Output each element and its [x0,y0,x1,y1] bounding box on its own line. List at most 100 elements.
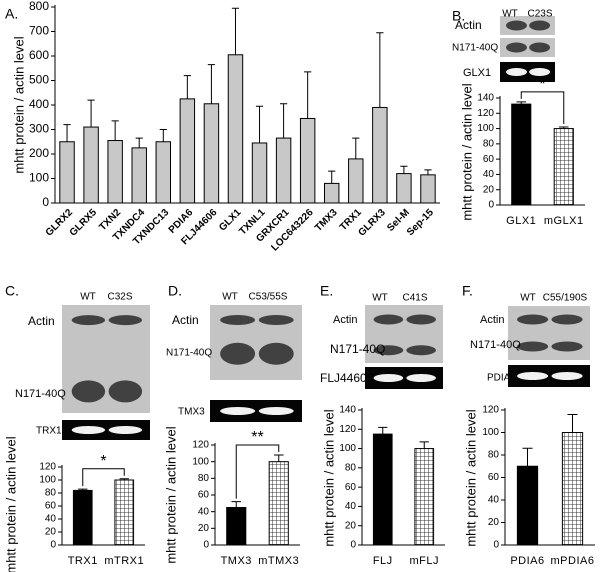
bar [561,432,584,546]
bar [131,147,147,204]
y-tick-label: 0 [488,200,494,211]
lane-label: C32S [107,292,132,303]
error-bar [273,454,284,462]
x-tick-label: FLJ [373,555,393,567]
blot-row-label: GLX1 [463,67,491,79]
blot-row-label: FLJ44606 [320,371,374,385]
y-tick-label: 40 [345,501,357,512]
x-tick-label: TRX1 [68,555,98,567]
panel-label: B. [452,8,465,24]
y-tick-label: 60 [45,501,57,512]
x-tick-label: mTRX1 [104,555,144,567]
y-tick-label: 20 [198,523,210,534]
blot-band [529,68,551,76]
bar [72,489,93,546]
y-tick-label: 100 [477,123,494,134]
error-bar [558,126,569,129]
error-bar [231,7,240,55]
y-tick-label: 400 [29,97,49,111]
lane-label: WT [80,292,96,303]
blot-row-label: Actin [333,314,357,326]
blot [508,306,590,360]
bar [396,173,412,204]
error-bar [516,101,527,105]
y-tick-label: 700 [29,24,49,38]
blot-row-label: PDIA6 [487,373,516,384]
y-tick-label: 300 [29,122,49,136]
blot-band [506,42,527,53]
significance-bracket [520,91,565,125]
panel-label: E. [320,283,333,299]
y-tick-label: 100 [39,475,56,486]
y-tick-label: 0 [350,540,356,551]
y-tick-label: 100 [192,456,209,467]
y-tick-label: 140 [339,405,356,416]
bar [414,448,435,546]
y-tick-label: 120 [39,462,56,473]
x-tick-label: PDIA6 [510,555,544,567]
error-bar [419,441,429,449]
bar [372,433,393,546]
blot [500,62,555,82]
blot-band [108,426,143,434]
blot-band [517,314,549,325]
blot-row-label: N171-40Q [470,339,521,351]
bar [155,141,171,204]
lane-label: C23S [527,9,552,20]
y-tick-label: 60 [198,490,210,501]
blot-row-label: N171-40Q [166,348,212,359]
bar [420,174,436,204]
lane-label: C53/55S [249,292,288,303]
panel-label: F. [462,283,473,299]
error-bar [304,71,312,119]
y-tick-label: 0 [42,195,49,209]
error-bar [183,75,191,99]
bar [324,182,340,204]
blot-band [71,380,106,403]
y-tick-label: 80 [45,488,57,499]
y-tick-label: 0 [203,540,209,551]
blot-band [373,374,404,382]
y-tick-label: 100 [482,427,499,438]
blot-band [517,341,549,352]
y-tick-label: 40 [45,514,57,525]
error-bar [522,447,533,467]
x-tick-label: mPDIA6 [551,555,595,567]
blot-row-label: TMX3 [178,407,205,418]
significance-label: * [100,453,106,470]
blot-band [258,315,294,325]
blot-band [551,341,583,352]
y-tick-label: 40 [488,495,500,506]
significance-bracket [82,468,125,487]
y-tick-label: 800 [29,0,49,13]
blot-band [71,315,106,326]
y-axis-label: mhtt protein / actin level [321,409,336,546]
bar [372,106,388,204]
blot-row-label: Actin [455,18,482,32]
lane-label: WT [502,9,518,20]
blot-band [406,314,436,325]
error-bar [255,105,264,143]
blot-band [406,345,436,356]
blot-band [373,314,404,325]
y-tick-label: 140 [477,93,494,104]
blot [365,367,443,389]
y-tick-label: 40 [198,506,210,517]
error-bar [159,129,167,142]
y-tick-label: 20 [45,527,57,538]
bar [268,461,289,546]
y-tick-label: 60 [483,154,495,165]
bar [553,128,574,206]
y-tick-label: 80 [345,462,357,473]
blot-band [108,380,143,403]
x-tick-label: Sep-15 [405,207,436,238]
bar [226,507,247,546]
blot-row-label: N171-40Q [330,342,385,356]
bar [203,103,220,204]
y-tick-label: 20 [345,520,357,531]
significance-label: * [539,76,545,93]
y-tick-label: 0 [493,540,499,551]
x-tick-label: TMX3 [313,207,340,234]
y-tick-label: 80 [198,473,210,484]
